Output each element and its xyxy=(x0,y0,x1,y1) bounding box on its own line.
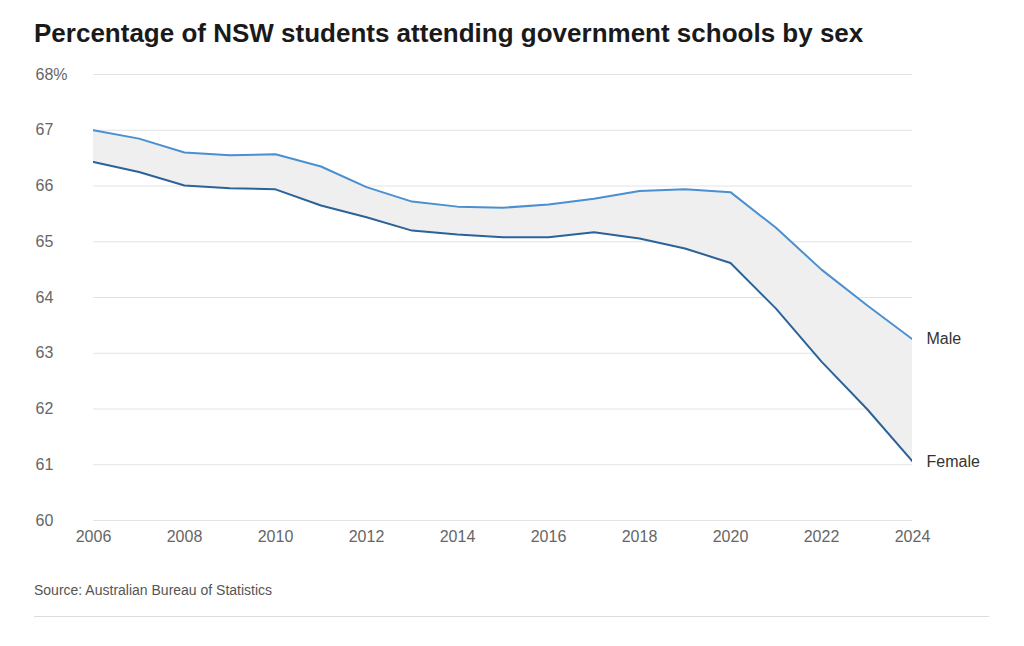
svg-text:60: 60 xyxy=(36,512,54,529)
html-text:Percentage of NSW students att: Percentage of NSW students attending gov… xyxy=(34,18,864,48)
svg-text:Male: Male xyxy=(927,330,962,347)
svg-text:2024: 2024 xyxy=(895,528,931,545)
svg-text:65: 65 xyxy=(36,233,54,250)
svg-text:61: 61 xyxy=(36,456,54,473)
svg-text:2010: 2010 xyxy=(258,528,294,545)
svg-text:2018: 2018 xyxy=(622,528,658,545)
svg-text:68%: 68% xyxy=(36,66,68,83)
svg-text:2022: 2022 xyxy=(804,528,840,545)
svg-text:2012: 2012 xyxy=(349,528,385,545)
svg-text:63: 63 xyxy=(36,344,54,361)
svg-text:62: 62 xyxy=(36,400,54,417)
html-text:Source: Australian Bureau of S: Source: Australian Bureau of Statistics xyxy=(34,582,273,598)
svg-text:Female: Female xyxy=(927,453,980,470)
svg-text:67: 67 xyxy=(36,121,54,138)
svg-text:64: 64 xyxy=(36,289,54,306)
svg-text:66: 66 xyxy=(36,177,54,194)
svg-text:2008: 2008 xyxy=(167,528,203,545)
svg-text:2014: 2014 xyxy=(440,528,476,545)
svg-text:2016: 2016 xyxy=(531,528,567,545)
svg-text:2020: 2020 xyxy=(713,528,749,545)
svg-text:2006: 2006 xyxy=(76,528,112,545)
